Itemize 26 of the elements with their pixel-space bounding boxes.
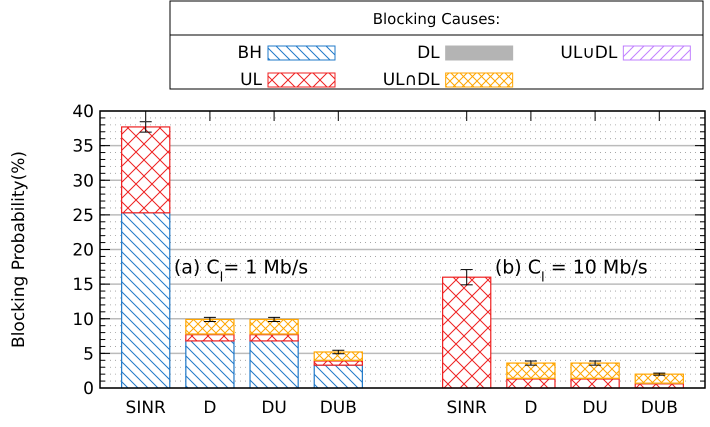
legend-label: UL (240, 70, 263, 90)
legend-label: UL∩DL (382, 70, 440, 90)
legend-label: BH (238, 43, 262, 63)
y-tick-label: 30 (72, 171, 94, 192)
x-tick-label: DU (261, 398, 287, 418)
y-axis-title: Blocking Probability(%) (9, 151, 29, 348)
y-tick-label: 25 (72, 206, 94, 226)
y-tick-label: 40 (72, 102, 94, 122)
legend-label: DL (417, 43, 440, 63)
y-tick-label: 15 (72, 275, 94, 296)
x-tick-label: SINR (126, 398, 166, 418)
annotation: (b) C$_{l}$ = 10 Mb/s (494, 256, 648, 286)
annotation: (a) C$_{l}$= 1 Mb/s (174, 256, 308, 286)
y-tick-label: 35 (72, 136, 94, 157)
legend-label: UL∪DL (560, 43, 618, 63)
x-tick-label: D (203, 398, 216, 418)
legend-title: Blocking Causes: (372, 10, 500, 28)
x-tick-label: DUB (640, 398, 678, 418)
y-tick-label: 0 (83, 379, 94, 399)
x-tick-label: SINR (446, 398, 488, 418)
y-tick-label: 10 (72, 310, 94, 330)
x-tick-label: DU (582, 398, 608, 418)
y-tick-label: 20 (72, 240, 94, 260)
x-tick-label: DUB (320, 398, 357, 418)
x-tick-label: D (524, 398, 538, 418)
y-tick-label: 5 (83, 344, 94, 364)
